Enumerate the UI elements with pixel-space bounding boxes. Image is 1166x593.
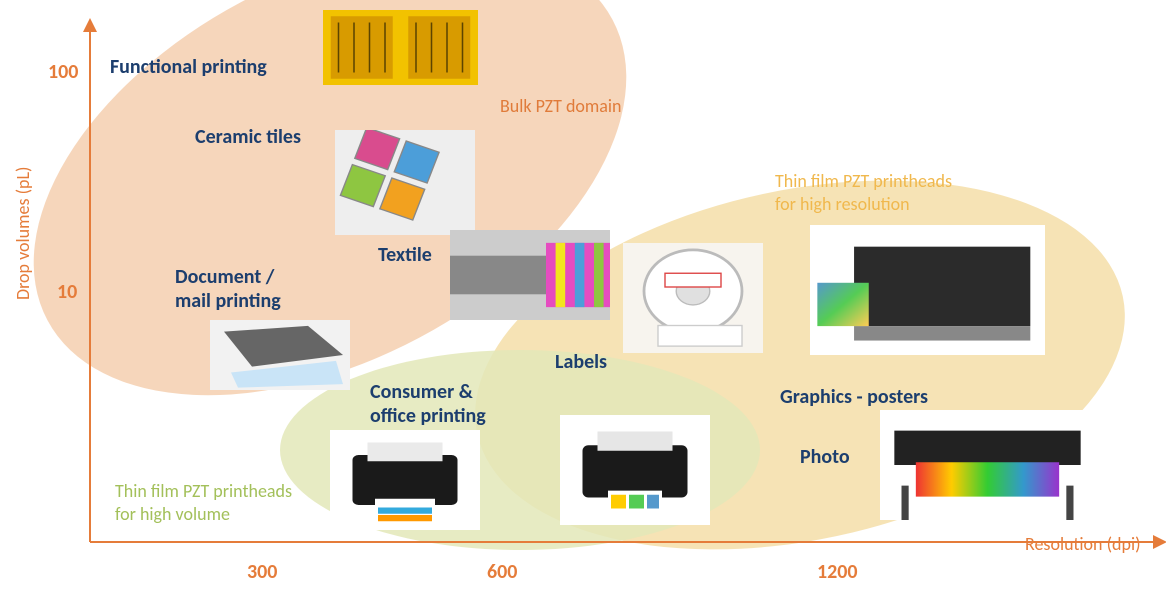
y-tick-10: 10: [57, 280, 77, 304]
category-consumer-office: Consumer & office printing: [370, 380, 486, 428]
chart-stage: Drop volumes (pL) Resolution (dpi) 100 1…: [0, 0, 1166, 593]
thumb-labels: [623, 243, 763, 353]
thumb-large-press: [810, 225, 1045, 355]
domain-label-bulk: Bulk PZT domain: [500, 95, 621, 118]
category-graphics-posters: Graphics - posters: [780, 385, 928, 409]
y-axis-line: [89, 20, 91, 542]
domain-label-hires: Thin film PZT printheads for high resolu…: [775, 170, 952, 215]
thumb-textile: [450, 230, 610, 320]
thumb-functional-printing: [323, 10, 478, 85]
thumb-document-printer: [210, 320, 350, 390]
category-ceramic-tiles: Ceramic tiles: [195, 125, 301, 149]
category-document-mail: Document / mail printing: [175, 265, 281, 313]
category-labels: Labels: [555, 350, 607, 374]
x-tick-1200: 1200: [817, 560, 858, 584]
domain-label-hivol: Thin film PZT printheads for high volume: [115, 480, 292, 525]
x-tick-600: 600: [487, 560, 517, 584]
x-axis-arrow: [1153, 535, 1166, 549]
x-axis-line: [90, 541, 1155, 543]
thumb-wide-format: [880, 410, 1095, 520]
category-photo: Photo: [800, 445, 850, 469]
thumb-ceramic-tiles: [335, 130, 475, 235]
y-tick-100: 100: [48, 60, 78, 84]
thumb-office-printer-1: [330, 430, 480, 530]
y-axis-label: Drop volumes (pL): [12, 166, 34, 300]
category-functional-printing: Functional printing: [110, 55, 267, 79]
category-textile: Textile: [378, 243, 432, 267]
x-axis-label: Resolution (dpi): [1025, 533, 1141, 555]
y-axis-arrow: [83, 18, 97, 32]
x-tick-300: 300: [247, 560, 277, 584]
thumb-office-printer-2: [560, 415, 710, 525]
